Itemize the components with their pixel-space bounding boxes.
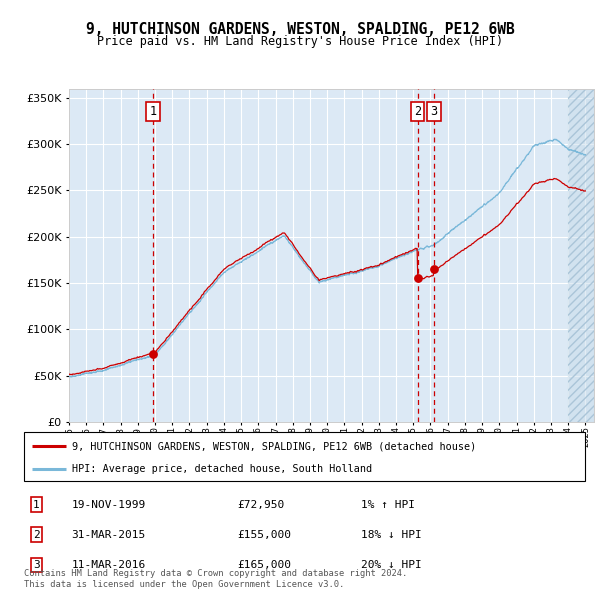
Point [413, 274, 422, 283]
Text: 11-MAR-2016: 11-MAR-2016 [71, 560, 146, 570]
Text: 3: 3 [430, 105, 437, 118]
Point [148, 350, 158, 359]
Text: 3: 3 [33, 560, 40, 570]
Text: £72,950: £72,950 [237, 500, 284, 510]
Point [429, 264, 439, 274]
Text: £155,000: £155,000 [237, 530, 291, 540]
Text: 9, HUTCHINSON GARDENS, WESTON, SPALDING, PE12 6WB: 9, HUTCHINSON GARDENS, WESTON, SPALDING,… [86, 22, 514, 37]
Text: 18% ↓ HPI: 18% ↓ HPI [361, 530, 421, 540]
FancyBboxPatch shape [24, 432, 585, 481]
Text: 2: 2 [414, 105, 421, 118]
Text: 1% ↑ HPI: 1% ↑ HPI [361, 500, 415, 510]
Text: Contains HM Land Registry data © Crown copyright and database right 2024.
This d: Contains HM Land Registry data © Crown c… [24, 569, 407, 589]
Bar [568, 88, 594, 422]
Bar [568, 88, 594, 422]
Text: HPI: Average price, detached house, South Holland: HPI: Average price, detached house, Sout… [71, 464, 372, 474]
Text: Price paid vs. HM Land Registry's House Price Index (HPI): Price paid vs. HM Land Registry's House … [97, 35, 503, 48]
Text: 1: 1 [149, 105, 157, 118]
Text: 9, HUTCHINSON GARDENS, WESTON, SPALDING, PE12 6WB (detached house): 9, HUTCHINSON GARDENS, WESTON, SPALDING,… [71, 441, 476, 451]
Text: 2: 2 [33, 530, 40, 540]
Text: 19-NOV-1999: 19-NOV-1999 [71, 500, 146, 510]
Text: 1: 1 [33, 500, 40, 510]
Text: 31-MAR-2015: 31-MAR-2015 [71, 530, 146, 540]
Text: £165,000: £165,000 [237, 560, 291, 570]
Text: 20% ↓ HPI: 20% ↓ HPI [361, 560, 421, 570]
